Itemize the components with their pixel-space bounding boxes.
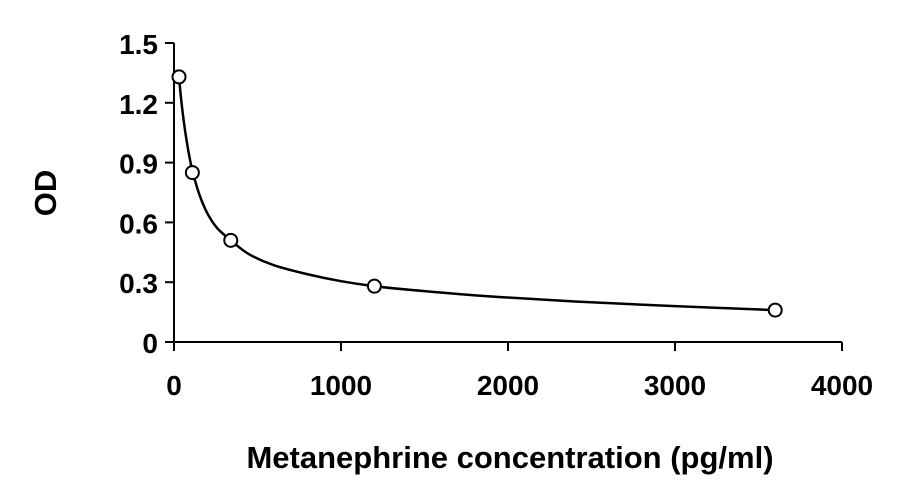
x-tick-label: 3000 <box>644 370 706 401</box>
fit-curve <box>177 76 776 312</box>
y-tick-label: 0.6 <box>119 208 158 239</box>
x-tick-label: 4000 <box>811 370 873 401</box>
y-tick-label: 0 <box>142 328 158 359</box>
axes: 0 0.3 0.6 0.9 1.2 1.5 0 1000 2000 3000 4000 <box>119 29 873 401</box>
data-point <box>366 278 382 294</box>
y-tick-label: 1.5 <box>119 29 158 60</box>
x-tick-label: 2000 <box>477 370 539 401</box>
y-tick-label: 0.3 <box>119 268 158 299</box>
data-point <box>767 302 783 318</box>
x-tick-label: 0 <box>166 370 182 401</box>
y-tick-label: 0.9 <box>119 149 158 180</box>
data-point <box>223 232 239 248</box>
data-point <box>171 69 187 85</box>
x-tick-label: 1000 <box>310 370 372 401</box>
y-axis-title: OD <box>28 170 63 217</box>
data-point <box>184 165 200 181</box>
y-tick-label: 1.2 <box>119 89 158 120</box>
data-points-layer <box>171 69 783 318</box>
fit-curve-layer <box>177 76 776 312</box>
x-axis-title: Metanephrine concentration (pg/ml) <box>246 440 773 475</box>
